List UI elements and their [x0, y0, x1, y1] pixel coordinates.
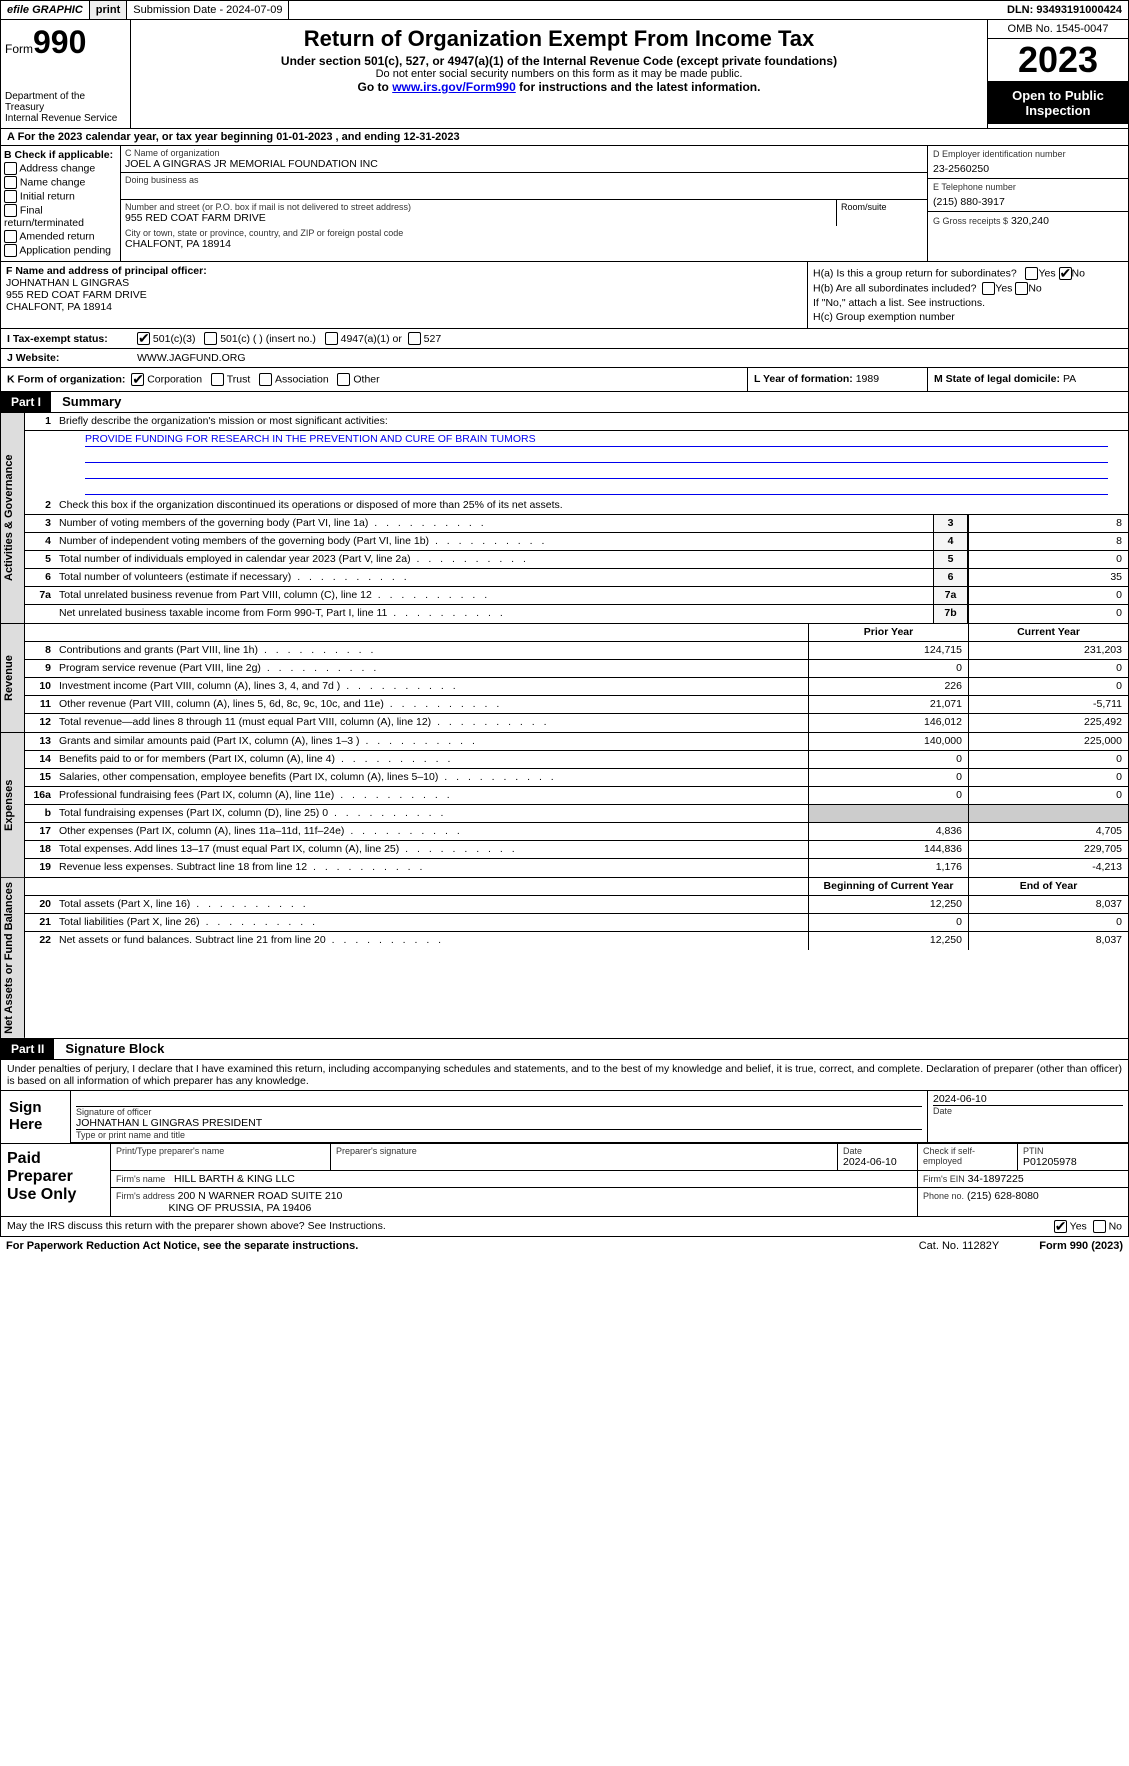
row-a-tax-year: A For the 2023 calendar year, or tax yea…	[0, 129, 1129, 146]
b-label: B Check if applicable:	[4, 149, 113, 161]
table-row: bTotal fundraising expenses (Part IX, co…	[25, 805, 1128, 823]
table-row: 20Total assets (Part X, line 16)12,2508,…	[25, 896, 1128, 914]
print-button[interactable]: print	[90, 1, 127, 19]
cb-discuss-yes[interactable]	[1054, 1220, 1067, 1233]
form-number: 990	[33, 24, 86, 60]
table-row: 8Contributions and grants (Part VIII, li…	[25, 642, 1128, 660]
cb-initial-return[interactable]: Initial return	[4, 190, 117, 203]
cb-501c3[interactable]	[137, 332, 150, 345]
firm-ein: 34-1897225	[968, 1173, 1024, 1185]
cb-corp[interactable]	[131, 373, 144, 386]
firm-phone: (215) 628-8080	[967, 1190, 1039, 1202]
cb-amended[interactable]: Amended return	[4, 230, 117, 243]
table-row: 22Net assets or fund balances. Subtract …	[25, 932, 1128, 950]
open-inspection: Open to Public Inspection	[988, 82, 1128, 124]
cb-501c[interactable]	[204, 332, 217, 345]
omb-number: OMB No. 1545-0047	[988, 20, 1128, 39]
officer-sig: JOHNATHAN L GINGRAS PRESIDENT	[76, 1117, 922, 1129]
table-row: 16aProfessional fundraising fees (Part I…	[25, 787, 1128, 805]
table-row: 19Revenue less expenses. Subtract line 1…	[25, 859, 1128, 877]
table-row: 12Total revenue—add lines 8 through 11 (…	[25, 714, 1128, 732]
footer: For Paperwork Reduction Act Notice, see …	[0, 1237, 1129, 1255]
org-name: JOEL A GINGRAS JR MEMORIAL FOUNDATION IN…	[125, 158, 923, 170]
dept-label: Department of the Treasury Internal Reve…	[5, 91, 126, 124]
table-row: 3Number of voting members of the governi…	[25, 515, 1128, 533]
dln: DLN: 93493191000424	[1001, 1, 1128, 19]
summary-expenses: Expenses 13Grants and similar amounts pa…	[0, 733, 1129, 878]
cb-discuss-no[interactable]	[1093, 1220, 1106, 1233]
summary-net-assets: Net Assets or Fund Balances Beginning of…	[0, 878, 1129, 1039]
table-row: 13Grants and similar amounts paid (Part …	[25, 733, 1128, 751]
summary-revenue: Revenue Prior YearCurrent Year 8Contribu…	[0, 624, 1129, 733]
paid-preparer: Paid Preparer Use Only Print/Type prepar…	[0, 1144, 1129, 1217]
prep-date: 2024-06-10	[843, 1156, 912, 1168]
efile-label: efile GRAPHIC	[1, 1, 90, 19]
discuss-row: May the IRS discuss this return with the…	[0, 1217, 1129, 1237]
subtitle-2: Do not enter social security numbers on …	[139, 68, 979, 80]
row-j: J Website: WWW.JAGFUND.ORG	[0, 349, 1129, 368]
table-row: 17Other expenses (Part IX, column (A), l…	[25, 823, 1128, 841]
top-bar: efile GRAPHIC print Submission Date - 20…	[0, 0, 1129, 20]
cb-trust[interactable]	[211, 373, 224, 386]
table-row: 9Program service revenue (Part VIII, lin…	[25, 660, 1128, 678]
cb-ha-yes[interactable]	[1025, 267, 1038, 280]
cb-hb-no[interactable]	[1015, 282, 1028, 295]
cb-name-change[interactable]: Name change	[4, 176, 117, 189]
cb-app-pending[interactable]: Application pending	[4, 244, 117, 257]
table-row: 11Other revenue (Part VIII, column (A), …	[25, 696, 1128, 714]
cb-address-change[interactable]: Address change	[4, 162, 117, 175]
tax-year: 2023	[988, 39, 1128, 82]
form990-link[interactable]: www.irs.gov/Form990	[392, 80, 516, 94]
year-formation: 1989	[856, 373, 879, 385]
cb-assoc[interactable]	[259, 373, 272, 386]
cb-ha-no[interactable]	[1059, 267, 1072, 280]
cb-4947[interactable]	[325, 332, 338, 345]
phone: (215) 880-3917	[933, 196, 1123, 208]
sig-date: 2024-06-10	[933, 1093, 1123, 1105]
table-row: 10Investment income (Part VIII, column (…	[25, 678, 1128, 696]
row-i: I Tax-exempt status: 501(c)(3) 501(c) ( …	[0, 329, 1129, 349]
row-k: K Form of organization: Corporation Trus…	[0, 368, 1129, 392]
org-city: CHALFONT, PA 18914	[125, 238, 923, 250]
table-row: Net unrelated business taxable income fr…	[25, 605, 1128, 623]
part1-header: Part I Summary	[0, 392, 1129, 413]
table-row: 5Total number of individuals employed in…	[25, 551, 1128, 569]
table-row: 18Total expenses. Add lines 13–17 (must …	[25, 841, 1128, 859]
firm-name: HILL BARTH & KING LLC	[174, 1173, 295, 1185]
part2-header: Part II Signature Block	[0, 1039, 1129, 1060]
table-row: 4Number of independent voting members of…	[25, 533, 1128, 551]
submission-date: Submission Date - 2024-07-09	[127, 1, 289, 19]
officer-name: JOHNATHAN L GINGRAS	[6, 277, 802, 289]
section-b-header: B Check if applicable: Address change Na…	[0, 146, 1129, 262]
table-row: 15Salaries, other compensation, employee…	[25, 769, 1128, 787]
table-row: 7aTotal unrelated business revenue from …	[25, 587, 1128, 605]
org-address: 955 RED COAT FARM DRIVE	[125, 212, 832, 224]
form-label: Form	[5, 42, 33, 56]
cb-final-return[interactable]: Final return/terminated	[4, 204, 117, 229]
state-domicile: PA	[1063, 373, 1076, 385]
table-row: 14Benefits paid to or for members (Part …	[25, 751, 1128, 769]
ein: 23-2560250	[933, 163, 1123, 175]
table-row: 21Total liabilities (Part X, line 26)00	[25, 914, 1128, 932]
cb-hb-yes[interactable]	[982, 282, 995, 295]
website: WWW.JAGFUND.ORG	[137, 352, 246, 364]
mission-text: PROVIDE FUNDING FOR RESEARCH IN THE PREV…	[85, 433, 1108, 447]
subtitle-1: Under section 501(c), 527, or 4947(a)(1)…	[139, 54, 979, 68]
signature-block: Under penalties of perjury, I declare th…	[0, 1060, 1129, 1144]
cb-527[interactable]	[408, 332, 421, 345]
form-title: Return of Organization Exempt From Incom…	[139, 26, 979, 52]
gross-receipts: 320,240	[1011, 215, 1049, 227]
table-row: 6Total number of volunteers (estimate if…	[25, 569, 1128, 587]
section-fg: F Name and address of principal officer:…	[0, 262, 1129, 329]
summary-governance: Activities & Governance 1Briefly describ…	[0, 413, 1129, 624]
cb-other[interactable]	[337, 373, 350, 386]
header: Form990 Department of the Treasury Inter…	[0, 20, 1129, 129]
ptin: P01205978	[1023, 1156, 1123, 1168]
